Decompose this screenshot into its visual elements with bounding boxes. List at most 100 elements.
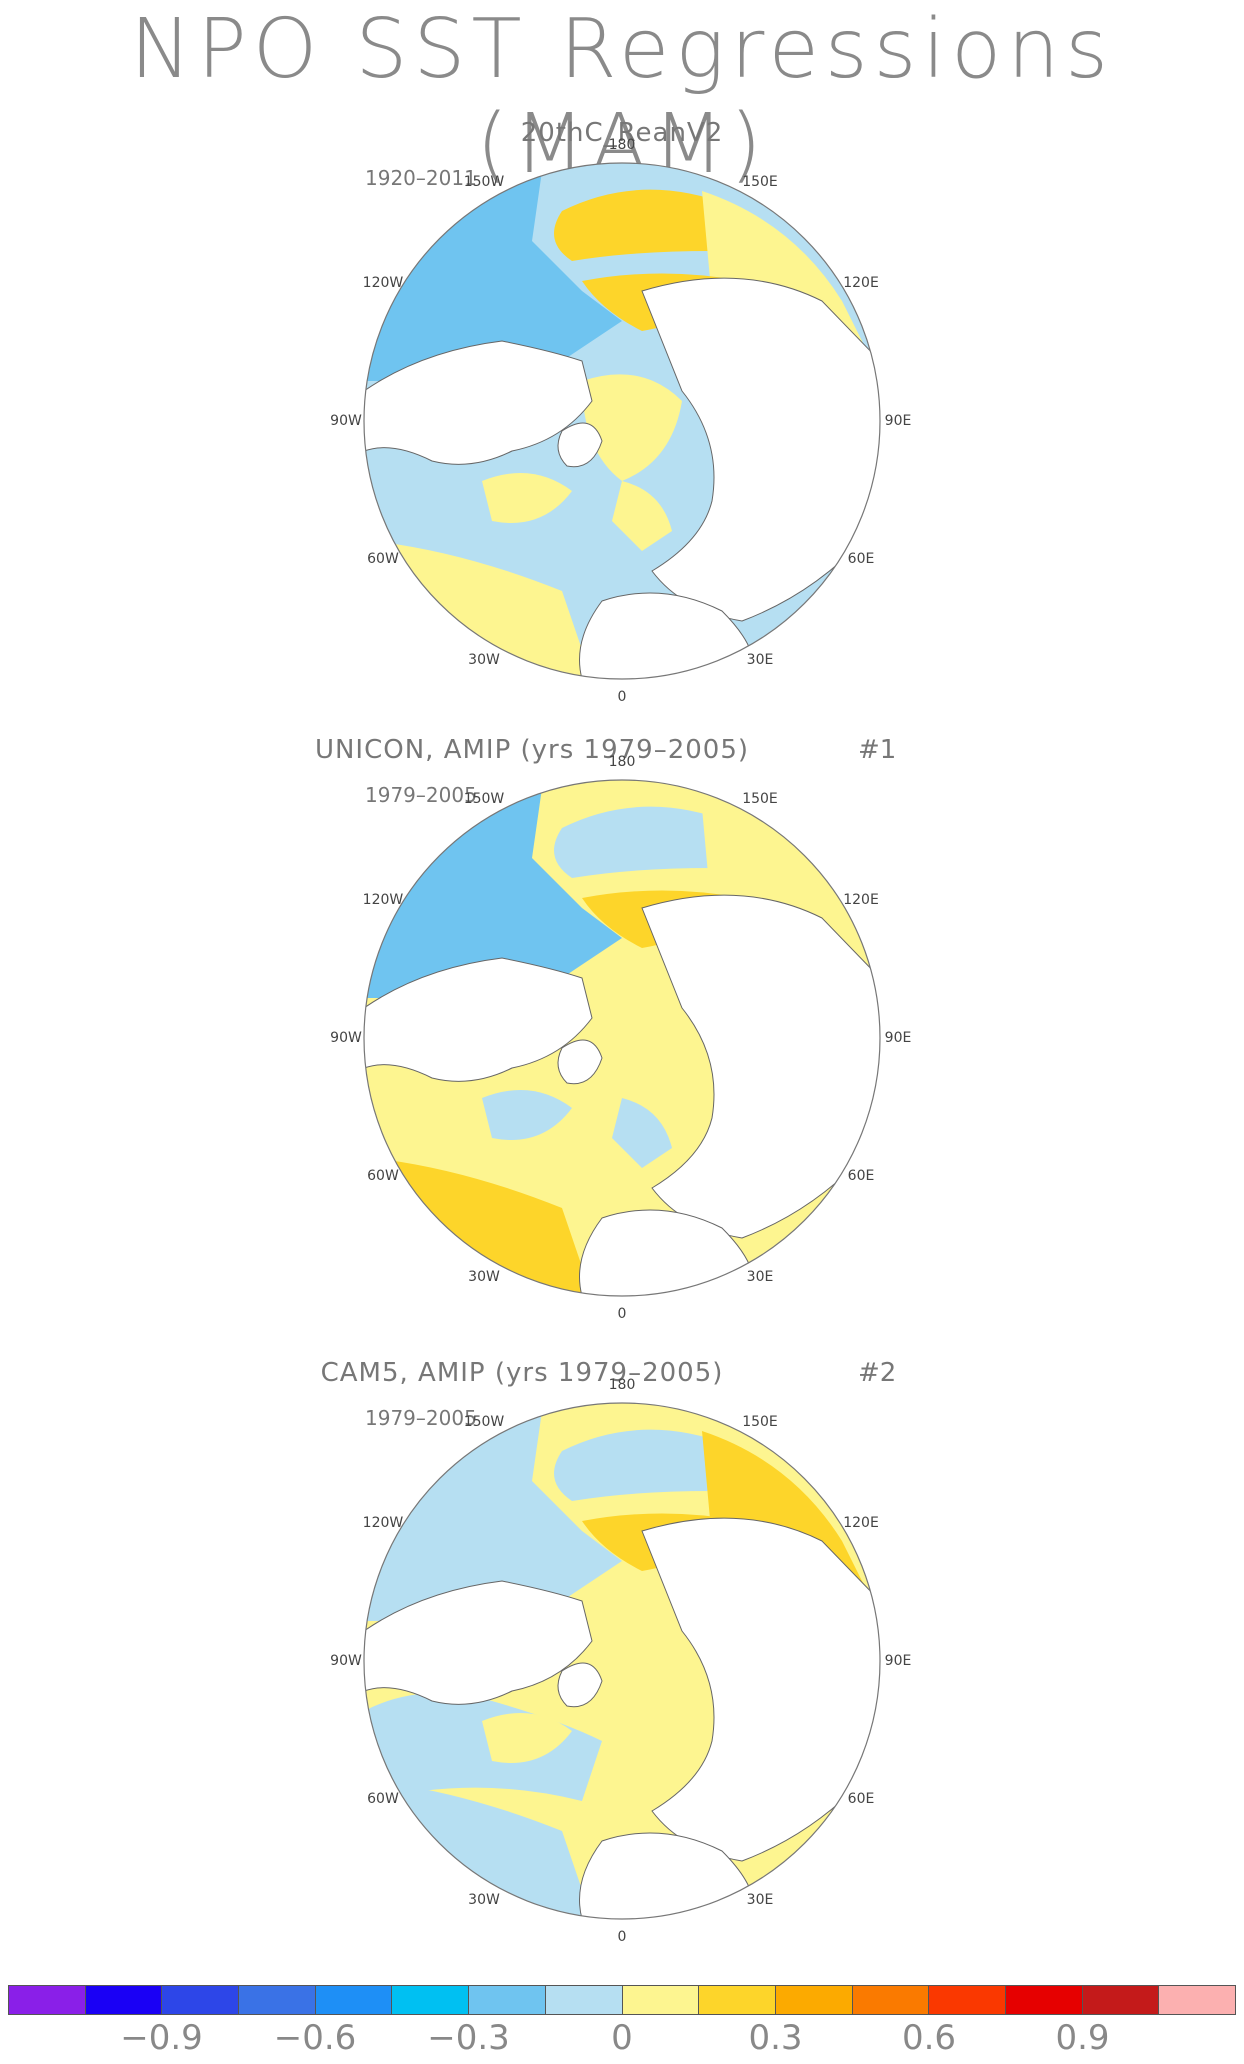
longitude-label-180: 180	[608, 754, 636, 770]
north-america-land	[364, 957, 593, 1082]
colorbar-tick-label: −0.6	[273, 2018, 357, 2058]
nordic-region	[612, 1098, 672, 1168]
longitude-label-150w: 150W	[463, 1413, 505, 1430]
colorbar-tick-label: 0.3	[748, 2018, 803, 2058]
colorbar-swatch	[315, 1986, 393, 2014]
colorbar	[8, 1985, 1236, 2015]
colorbar-swatch	[85, 1986, 163, 2014]
longitude-label-150w: 150W	[463, 173, 505, 190]
period-label: 1979–2005	[365, 783, 477, 807]
polar-map	[363, 162, 881, 680]
polar-map	[363, 1402, 881, 1920]
longitude-label-150e: 150E	[742, 1413, 778, 1430]
colorbar-swatch	[852, 1986, 930, 2014]
panel-number: #2	[858, 1358, 897, 1388]
colorbar-swatch	[775, 1986, 853, 2014]
polar-map	[363, 779, 881, 1297]
longitude-label-30e: 30E	[746, 1892, 774, 1909]
longitude-label-30w: 30W	[468, 1892, 500, 1909]
colorbar-swatch	[162, 1986, 240, 2014]
colorbar-swatch	[1082, 1986, 1160, 2014]
longitude-label-90e: 90E	[884, 1653, 912, 1669]
pacific-band-region	[554, 806, 739, 878]
eurasia-land	[641, 894, 880, 1239]
colorbar-swatch	[469, 1986, 546, 2014]
colorbar-swatch	[1005, 1986, 1083, 2014]
africa-land	[579, 1209, 755, 1296]
colorbar-swatch	[929, 1986, 1006, 2014]
period-label: 1979–2005	[365, 1406, 477, 1430]
longitude-label-120e: 120E	[843, 275, 879, 291]
longitude-label-90w: 90W	[330, 1030, 362, 1046]
longitude-label-90w: 90W	[330, 1653, 362, 1669]
longitude-label-120e: 120E	[843, 892, 879, 908]
figure-title: NPO SST Regressions (MAM)	[129, 2, 1115, 192]
longitude-label-30e: 30E	[746, 1269, 774, 1286]
greenland-land	[557, 422, 603, 468]
longitude-label-120e: 120E	[843, 1515, 879, 1531]
longitude-label-60w: 60W	[367, 1168, 399, 1184]
greenland-land	[557, 1039, 603, 1085]
panel-title: UNICON, AMIP (yrs 1979–2005)	[314, 735, 750, 765]
pacific-west-region	[364, 1411, 622, 1621]
colorbar-tick-label: −0.9	[120, 2018, 203, 2058]
globe-outline	[363, 162, 881, 680]
colorbar-tick-label: 0.9	[1055, 2018, 1110, 2058]
longitude-label-120w: 120W	[362, 892, 404, 908]
arctic-region	[582, 991, 682, 1098]
pacific-band-region	[554, 189, 739, 261]
eurasia-land	[641, 1517, 880, 1862]
map-panel-cam5: CAM5, AMIP (yrs 1979–2005) #2 1979–2005 …	[0, 1358, 1244, 1958]
longitude-label-120w: 120W	[362, 275, 404, 291]
eurasia-land	[641, 277, 880, 622]
colorbar-swatch	[622, 1986, 700, 2014]
colorbar-swatch	[9, 1986, 86, 2014]
period-label: 1920–2011	[365, 166, 477, 190]
colorbar-swatch	[1159, 1986, 1235, 2014]
longitude-label-60w: 60W	[367, 551, 399, 567]
pacific-west-region	[364, 788, 622, 998]
atlantic-mid-region	[482, 1090, 572, 1140]
greenland-land	[557, 1662, 603, 1708]
longitude-label-60e: 60E	[847, 1791, 875, 1807]
longitude-label-150w: 150W	[463, 790, 505, 807]
panel-number: #1	[858, 735, 897, 765]
arctic-region	[582, 1614, 682, 1721]
longitude-label-150e: 150E	[742, 173, 778, 190]
longitude-label-0: 0	[617, 689, 627, 705]
longitude-label-180: 180	[608, 1377, 636, 1393]
longitude-label-90w: 90W	[330, 413, 362, 429]
map-panel-reanalysis: 20thC_ReanV2 1920–2011 180 150E 120E 90E 60E…	[0, 118, 1244, 718]
sst-field	[364, 780, 880, 1296]
sst-field	[364, 163, 880, 679]
longitude-label-60e: 60E	[847, 551, 875, 567]
colorbar-swatch	[239, 1986, 316, 2014]
longitude-label-60e: 60E	[847, 1168, 875, 1184]
globe-outline	[363, 1402, 881, 1920]
longitude-label-0: 0	[617, 1306, 627, 1322]
nordic-region	[612, 1721, 672, 1791]
longitude-label-90e: 90E	[884, 413, 912, 429]
map-panel-unicon: UNICON, AMIP (yrs 1979–2005) #1 1979–200…	[0, 735, 1244, 1335]
arctic-region	[582, 374, 682, 481]
atlantic-mid-region	[482, 473, 572, 523]
panel-title: 20thC_ReanV2	[520, 118, 724, 148]
longitude-label-90e: 90E	[884, 1030, 912, 1046]
pacific-band-region	[554, 1429, 739, 1501]
globe-outline	[363, 779, 881, 1297]
longitude-label-120w: 120W	[362, 1515, 404, 1531]
longitude-label-60w: 60W	[367, 1791, 399, 1807]
colorbar-tick-label: 0	[611, 2018, 633, 2058]
north-america-land	[364, 1580, 593, 1705]
panel-title: CAM5, AMIP (yrs 1979–2005)	[320, 1358, 724, 1388]
africa-land	[579, 1832, 755, 1919]
colorbar-swatch	[699, 1986, 776, 2014]
pacific-west-region	[364, 171, 622, 381]
longitude-label-150e: 150E	[742, 790, 778, 807]
sst-field	[364, 1403, 880, 1919]
colorbar-swatch	[392, 1986, 470, 2014]
colorbar-tick-label: 0.6	[901, 2018, 957, 2058]
longitude-label-30w: 30W	[468, 652, 500, 669]
longitude-label-30e: 30E	[746, 652, 774, 669]
nordic-region	[612, 481, 672, 551]
